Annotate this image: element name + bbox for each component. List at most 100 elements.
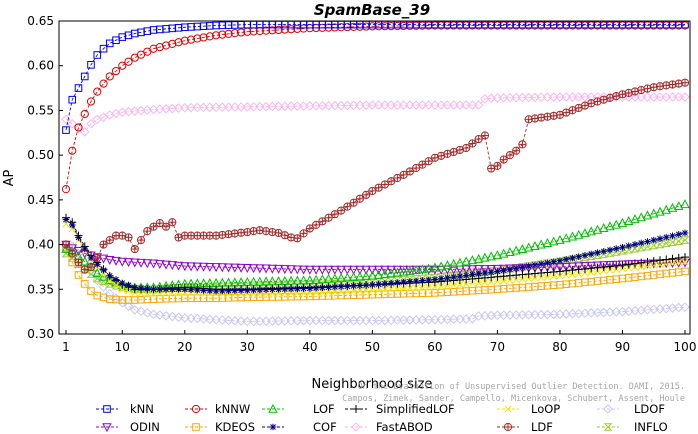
data-point-ldf — [362, 190, 371, 199]
data-point-lof — [561, 233, 571, 243]
data-point-ldof — [323, 315, 334, 326]
data-point-ldf — [543, 112, 552, 121]
data-point-cof — [244, 286, 251, 294]
data-point-cof — [325, 284, 332, 291]
data-point-fastabod — [455, 100, 465, 110]
data-point-odin — [130, 258, 140, 268]
data-point-lof — [342, 272, 353, 282]
data-point-knn — [68, 95, 77, 104]
data-point-loop — [343, 287, 352, 295]
data-point-ldof — [129, 305, 140, 315]
data-point-ldf — [549, 111, 558, 120]
data-point-ldf — [474, 134, 483, 144]
data-point-simplifiedlof — [512, 271, 521, 280]
data-point-odin — [386, 265, 396, 275]
x-tick-label: 1 — [62, 340, 70, 354]
data-point-ldf — [374, 183, 383, 192]
data-point-simplifiedlof — [530, 269, 539, 278]
data-point-cof — [231, 287, 239, 294]
data-point-kdeos — [681, 267, 689, 276]
data-point-knnw — [61, 185, 71, 194]
data-point-ldf — [387, 177, 396, 186]
legend-item-lof: LOF — [262, 402, 335, 416]
data-point-simplifiedlof — [605, 262, 614, 271]
data-point-odin — [561, 262, 571, 272]
data-point-simplifiedlof — [624, 260, 633, 269]
data-point-knn — [118, 33, 127, 41]
data-point-lof — [505, 247, 515, 257]
data-point-simplifiedlof — [543, 268, 552, 277]
data-point-simplifiedlof — [524, 270, 533, 279]
data-point-ldof — [330, 315, 340, 326]
legend-marker — [504, 405, 512, 413]
data-point-fastabod — [448, 100, 459, 110]
data-point-fastabod — [655, 92, 665, 102]
data-point-cof — [100, 266, 107, 274]
data-point-cof — [375, 280, 382, 288]
data-point-simplifiedlof — [549, 267, 558, 276]
data-point-ldof — [148, 309, 159, 320]
data-point-ldof — [336, 315, 346, 326]
data-point-ldof — [311, 315, 321, 326]
data-point-lof — [680, 199, 690, 209]
data-point-loop — [118, 285, 126, 293]
data-point-ldf — [355, 194, 364, 203]
data-point-cof — [262, 286, 270, 293]
data-point-odin — [173, 261, 184, 271]
data-point-cof — [587, 250, 595, 258]
data-point-cof — [219, 287, 226, 295]
data-point-ldf — [680, 78, 690, 87]
data-point-ldf — [462, 143, 471, 153]
data-point-lof — [361, 271, 371, 281]
data-point-loop — [374, 286, 383, 294]
data-point-odin — [211, 263, 221, 273]
data-point-ldf — [587, 99, 596, 108]
data-point-loop — [662, 260, 670, 268]
data-point-ldf — [286, 233, 296, 242]
data-point-cof — [225, 287, 232, 295]
data-point-inflo — [655, 240, 665, 249]
data-point-ldf — [418, 160, 427, 169]
data-point-loop — [124, 287, 133, 295]
data-point-cof — [106, 272, 114, 280]
data-point-cof — [437, 275, 445, 282]
data-point-knnw — [68, 146, 77, 155]
data-point-lof — [548, 236, 559, 246]
data-point-simplifiedlof — [662, 255, 671, 264]
data-point-simplifiedlof — [587, 264, 596, 273]
data-point-cof — [143, 285, 151, 292]
data-point-lof — [367, 270, 378, 280]
data-point-lof — [373, 269, 384, 279]
data-point-knnw — [105, 72, 114, 81]
data-point-loop — [249, 290, 258, 298]
data-point-loop — [356, 287, 364, 295]
data-point-cof — [406, 278, 414, 285]
data-point-cof — [337, 283, 345, 290]
legend-marker — [102, 423, 112, 433]
data-point-cof — [494, 268, 501, 275]
data-point-knnw — [268, 26, 277, 35]
data-point-ldf — [412, 163, 421, 173]
data-point-lof — [448, 258, 459, 268]
data-point-knnw — [186, 35, 196, 44]
data-point-ldf — [618, 90, 627, 99]
data-point-cof — [469, 271, 476, 278]
series-knnw — [61, 21, 690, 194]
data-point-odin — [580, 262, 590, 272]
data-point-ldf — [230, 229, 239, 238]
data-point-cof — [162, 285, 170, 293]
data-point-inflo — [92, 274, 102, 283]
legend-label: SimplifiedLOF — [376, 402, 455, 416]
data-point-simplifiedlof — [637, 258, 646, 267]
data-point-knn — [124, 31, 133, 40]
data-point-knnw — [280, 25, 289, 34]
data-point-lof — [355, 271, 365, 281]
data-point-ldf — [224, 230, 233, 239]
data-point-cof — [300, 285, 307, 292]
data-point-knnw — [205, 32, 214, 41]
data-point-knnw — [149, 44, 158, 53]
series-lof — [61, 199, 690, 292]
data-point-ldf — [218, 230, 227, 240]
data-point-inflo — [73, 260, 84, 269]
data-point-ldf — [105, 236, 114, 245]
